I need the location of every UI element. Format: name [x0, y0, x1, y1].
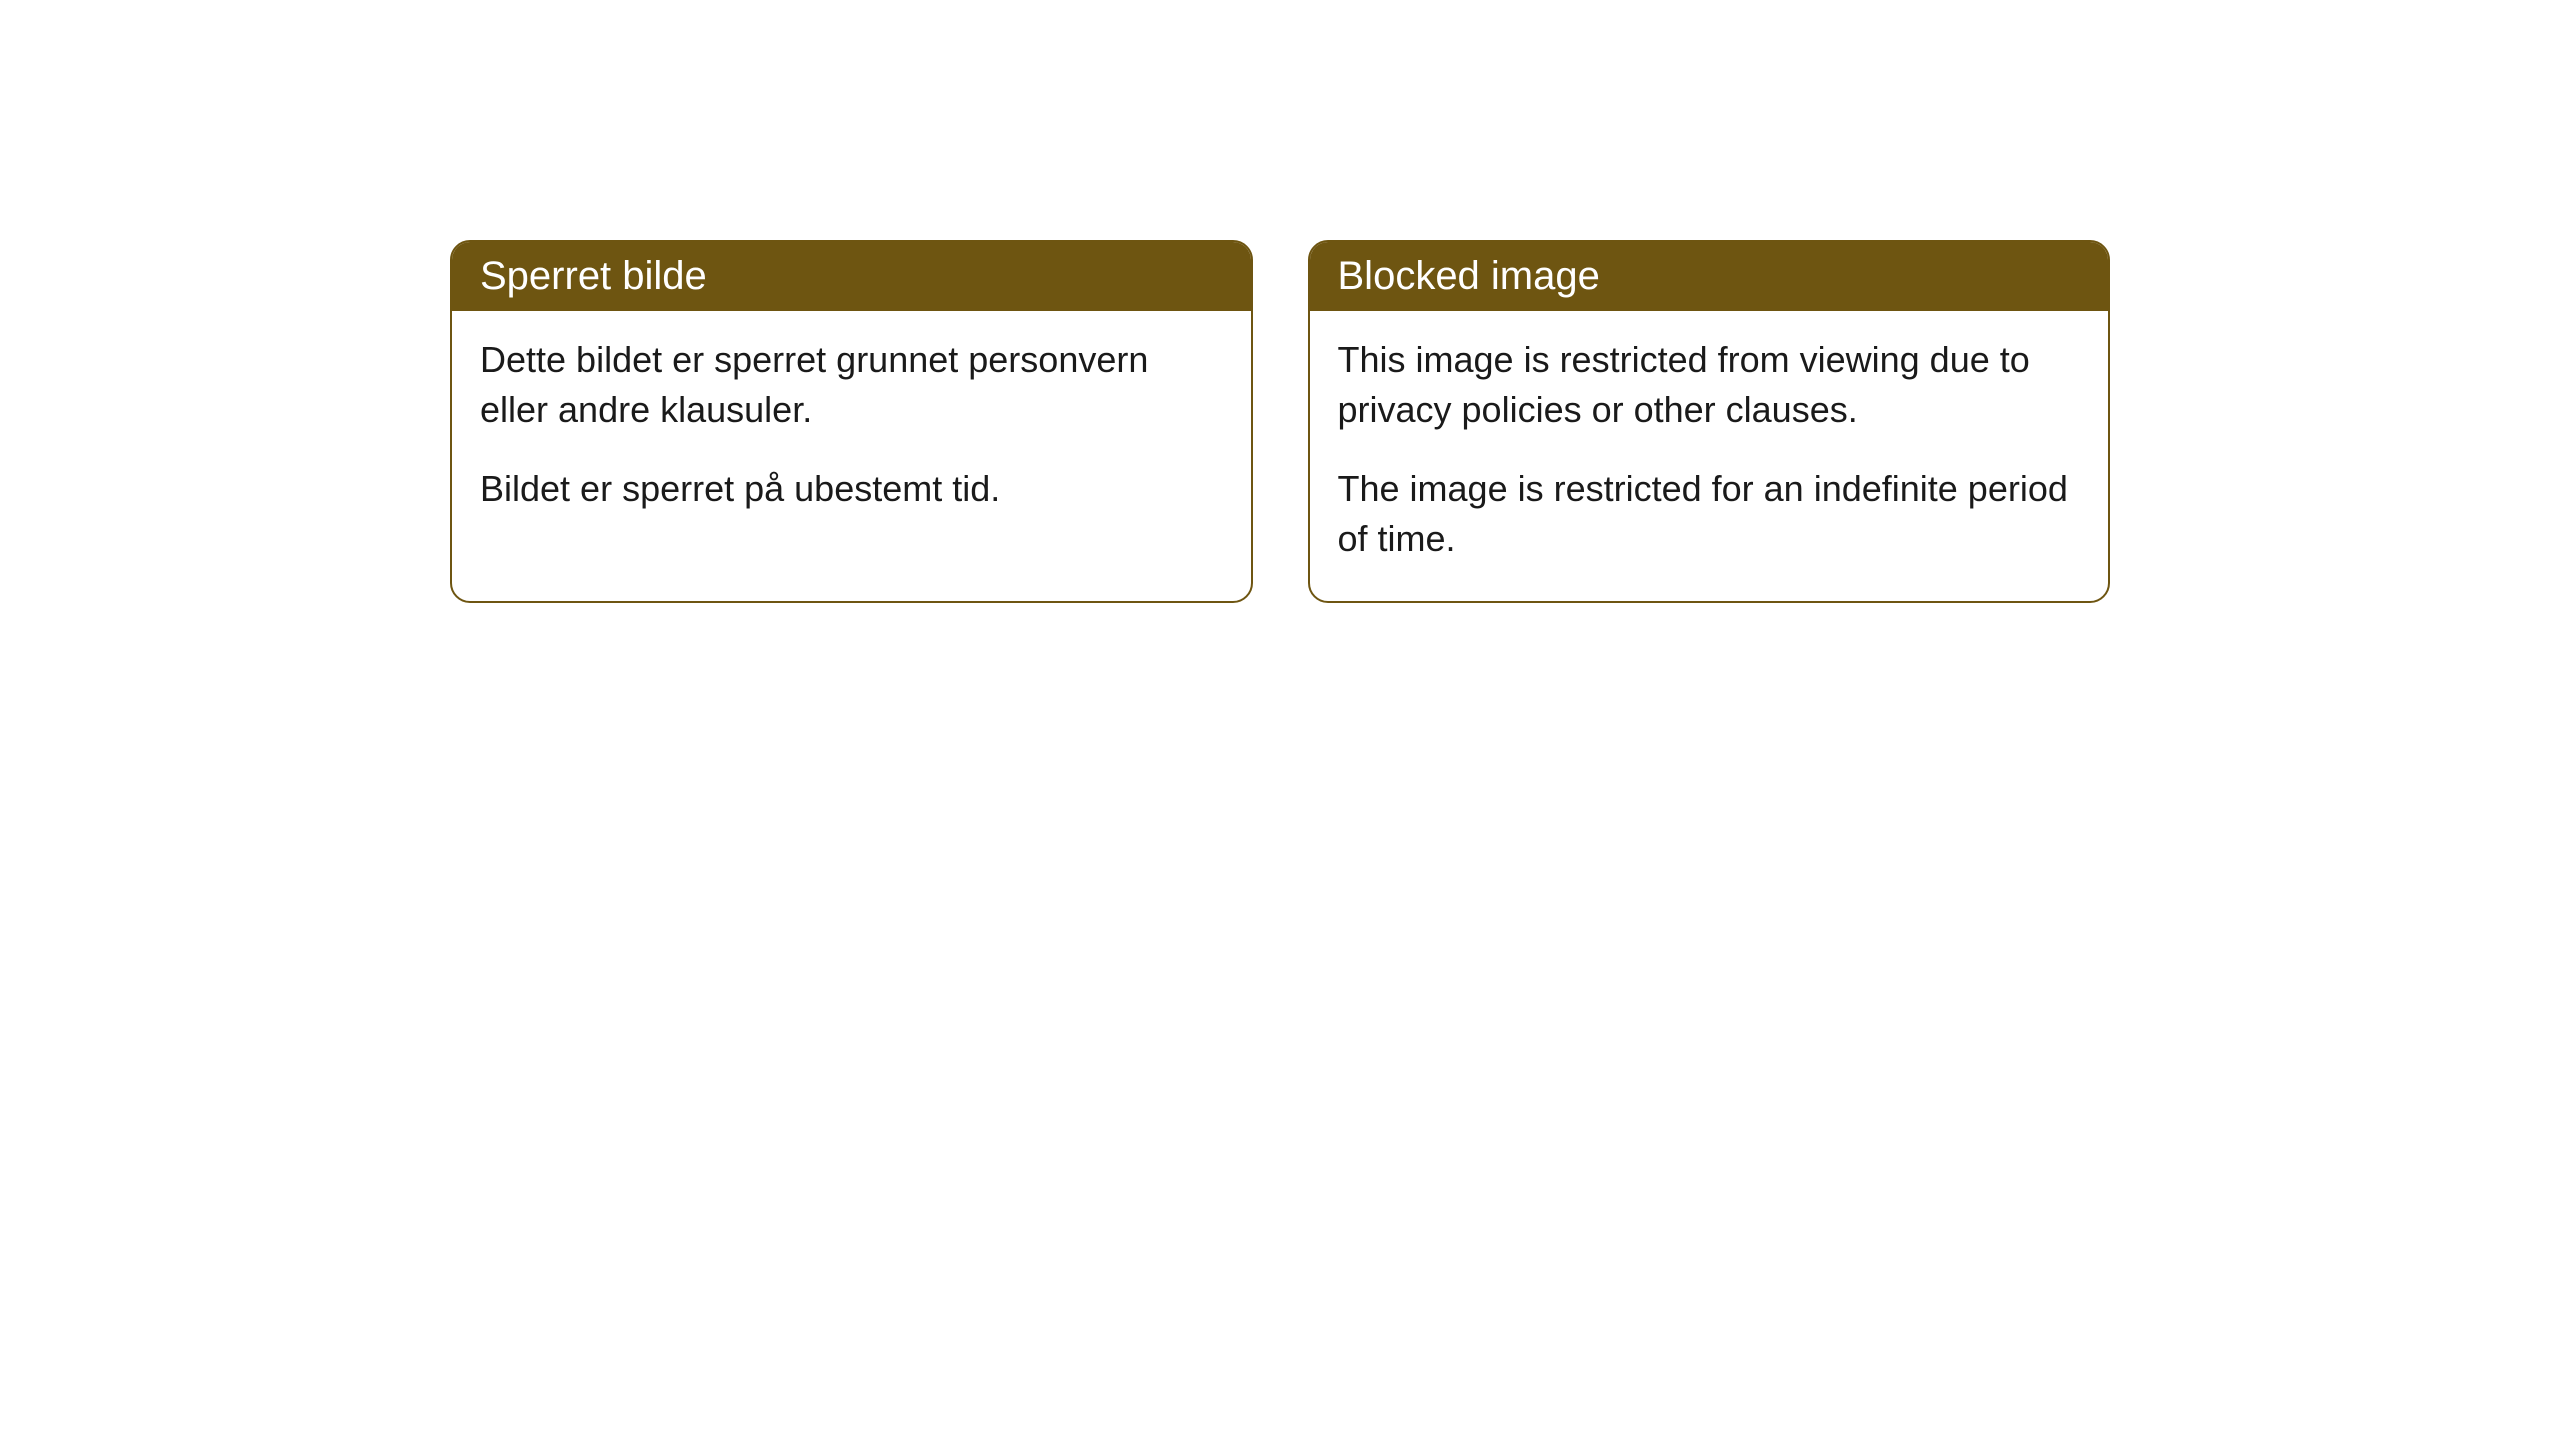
card-body-norwegian: Dette bildet er sperret grunnet personve… [452, 311, 1251, 550]
card-header-norwegian: Sperret bilde [452, 242, 1251, 311]
blocked-image-card-english: Blocked image This image is restricted f… [1308, 240, 2111, 603]
notice-text-2-norwegian: Bildet er sperret på ubestemt tid. [480, 464, 1223, 514]
notice-text-1-english: This image is restricted from viewing du… [1338, 335, 2081, 436]
card-header-english: Blocked image [1310, 242, 2109, 311]
notice-text-1-norwegian: Dette bildet er sperret grunnet personve… [480, 335, 1223, 436]
notice-cards-container: Sperret bilde Dette bildet er sperret gr… [450, 240, 2110, 603]
card-body-english: This image is restricted from viewing du… [1310, 311, 2109, 601]
blocked-image-card-norwegian: Sperret bilde Dette bildet er sperret gr… [450, 240, 1253, 603]
notice-text-2-english: The image is restricted for an indefinit… [1338, 464, 2081, 565]
